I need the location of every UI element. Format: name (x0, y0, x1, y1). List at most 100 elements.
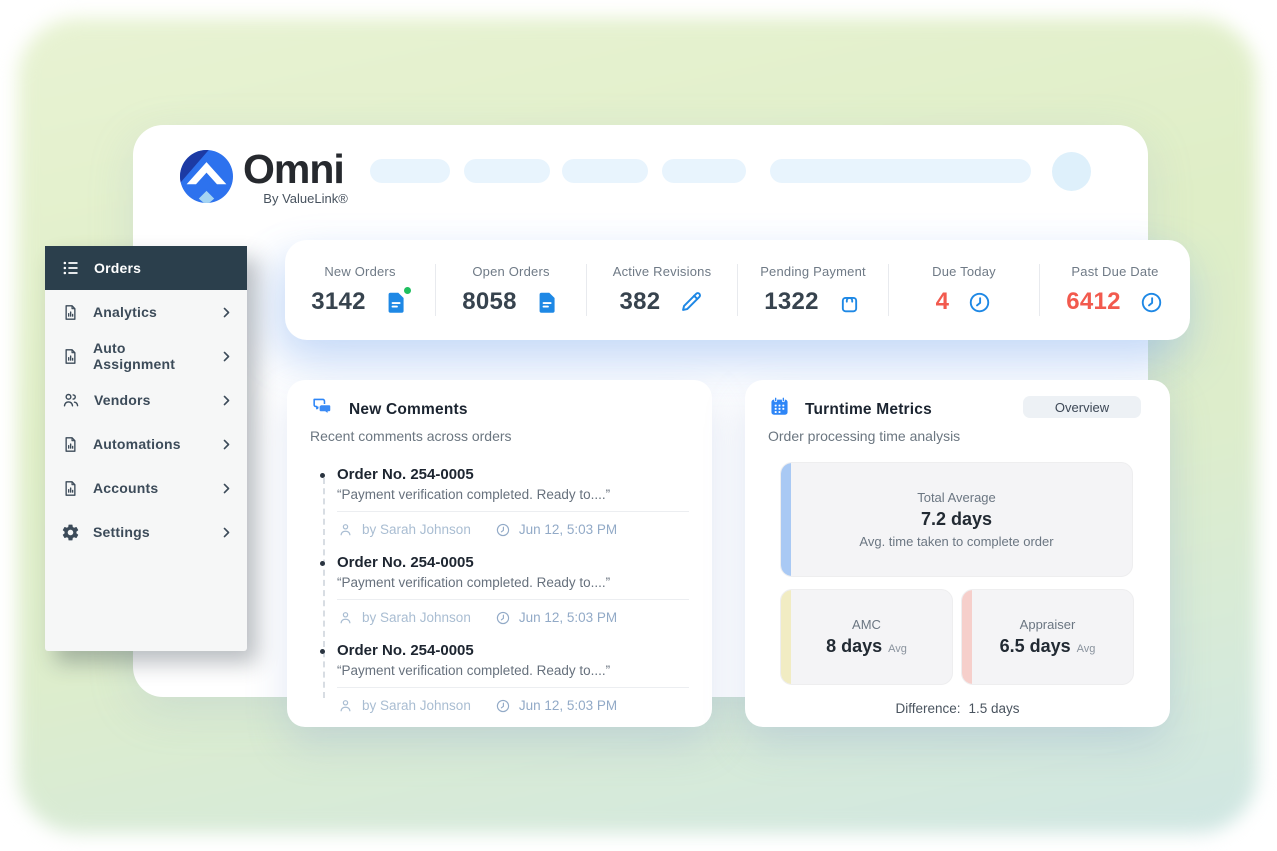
difference-label: Difference: (895, 701, 961, 716)
stat-label: Past Due Date (1071, 264, 1159, 279)
clock-icon (496, 611, 509, 624)
stat-due-today[interactable]: Due Today 4 (888, 264, 1039, 316)
stat-active-revisions[interactable]: Active Revisions 382 (586, 264, 737, 316)
comment-item[interactable]: Order No. 254-0005 “Payment verification… (310, 548, 689, 636)
comment-item[interactable]: Order No. 254-0005 “Payment verification… (310, 636, 689, 724)
stat-value: 6412 (1066, 288, 1121, 315)
stat-open-orders[interactable]: Open Orders 8058 (435, 264, 586, 316)
new-comments-card: New Comments Recent comments across orde… (287, 380, 712, 727)
stat-pending-payment[interactable]: Pending Payment 1322 (737, 264, 888, 316)
document-icon (539, 292, 555, 313)
comment-author: by Sarah Johnson (362, 610, 471, 625)
stat-value: 4 (935, 288, 950, 315)
comments-subtitle: Recent comments across orders (310, 428, 512, 444)
person-icon (340, 524, 351, 536)
nav-pill-placeholder-1[interactable] (370, 159, 450, 183)
stat-label: Due Today (932, 264, 996, 279)
timeline-dashed-line (323, 478, 325, 698)
sidebar-item-vendors[interactable]: Vendors (45, 378, 247, 422)
stat-value: 8058 (462, 288, 517, 315)
sidebar-item-label: Orders (94, 260, 142, 276)
comment-order-number: Order No. 254-0005 (337, 554, 474, 571)
metric-value: 7.2 days (920, 509, 993, 529)
metric-unit: Avg (888, 643, 907, 655)
sidebar-item-analytics[interactable]: Analytics (45, 290, 247, 334)
sidebar-item-label: Settings (93, 524, 150, 540)
calendar-icon (771, 396, 788, 415)
doc-chart-icon (65, 348, 76, 364)
sidebar: Orders Analytics Auto Assignment Vendor (45, 246, 247, 651)
stat-label: New Orders (324, 264, 396, 279)
metric-caption: Avg. time taken to complete order (859, 534, 1054, 549)
chevron-right-icon (223, 307, 230, 317)
sidebar-item-orders[interactable]: Orders (45, 246, 247, 290)
comment-divider (337, 599, 689, 600)
chevron-right-icon (223, 395, 230, 405)
sidebar-item-label: Vendors (94, 392, 151, 408)
nav-pill-placeholder-wide[interactable] (770, 159, 1031, 183)
clock-icon (1141, 292, 1161, 312)
stat-label: Pending Payment (760, 264, 866, 279)
person-icon (340, 700, 351, 712)
chevron-right-icon (223, 483, 230, 493)
comment-order-number: Order No. 254-0005 (337, 642, 474, 659)
comment-quote: “Payment verification completed. Ready t… (337, 487, 611, 502)
comment-divider (337, 687, 689, 688)
stat-past-due-date[interactable]: Past Due Date 6412 (1039, 264, 1190, 316)
red-accent-bar (962, 590, 972, 684)
new-orders-badge-dot (402, 285, 412, 295)
nav-pill-placeholder-2[interactable] (464, 159, 550, 183)
comment-list: Order No. 254-0005 “Payment verification… (310, 460, 689, 724)
clock-icon (970, 292, 990, 312)
turntime-subtitle: Order processing time analysis (768, 428, 961, 444)
appraiser-box: Appraiser 6.5 days Avg (961, 589, 1134, 685)
clock-icon (496, 523, 509, 536)
overview-button-label: Overview (1054, 399, 1110, 415)
difference-value: 1.5 days (968, 701, 1020, 716)
stat-label: Open Orders (472, 264, 550, 279)
overview-button[interactable]: Overview (1023, 396, 1141, 418)
comment-item[interactable]: Order No. 254-0005 “Payment verification… (310, 460, 689, 548)
stat-label: Active Revisions (612, 264, 712, 279)
avatar-placeholder[interactable] (1052, 152, 1091, 191)
sidebar-item-label: Accounts (93, 480, 159, 496)
sidebar-item-label: Auto Assignment (93, 340, 176, 372)
list-icon (63, 261, 78, 275)
comment-order-number: Order No. 254-0005 (337, 466, 474, 483)
bullet-dot (320, 561, 325, 566)
comment-time: Jun 12, 5:03 PM (518, 610, 618, 625)
metric-label: Total Average (917, 490, 996, 505)
brand-name: Omni (243, 146, 345, 192)
doc-chart-icon (65, 436, 76, 452)
comment-quote: “Payment verification completed. Ready t… (337, 663, 611, 678)
nav-pill-placeholder-4[interactable] (662, 159, 746, 183)
bullet-dot (320, 473, 325, 478)
sidebar-item-label: Automations (93, 436, 181, 452)
stat-new-orders[interactable]: New Orders 3142 (285, 264, 435, 316)
sidebar-item-settings[interactable]: Settings (45, 510, 247, 554)
comment-author: by Sarah Johnson (362, 522, 471, 537)
sidebar-item-automations[interactable]: Automations (45, 422, 247, 466)
sidebar-item-accounts[interactable]: Accounts (45, 466, 247, 510)
chat-bubbles-icon (313, 398, 332, 415)
turntime-metrics-card: Turntime Metrics Overview Order processi… (745, 380, 1170, 727)
comment-time: Jun 12, 5:03 PM (518, 522, 618, 537)
metric-unit: Avg (1076, 643, 1096, 655)
chevron-right-icon (223, 439, 230, 449)
brand-byline: By ValueLink® (263, 191, 348, 207)
sidebar-item-auto-assignment[interactable]: Auto Assignment (45, 334, 247, 378)
metric-value: 8 days (826, 636, 883, 656)
total-average-box: Total Average 7.2 days Avg. time taken t… (780, 462, 1133, 577)
chevron-right-icon (223, 351, 230, 361)
brand-logo-link[interactable]: Omni By ValueLink® (180, 146, 348, 206)
blue-accent-bar (781, 463, 791, 576)
omni-logo-icon (180, 150, 233, 203)
amc-box: AMC 8 days Avg (780, 589, 953, 685)
person-icon (340, 612, 351, 624)
comment-time: Jun 12, 5:03 PM (518, 698, 618, 713)
comment-quote: “Payment verification completed. Ready t… (337, 575, 611, 590)
nav-pill-placeholder-3[interactable] (562, 159, 648, 183)
doc-chart-icon (65, 480, 76, 496)
difference-row: Difference: 1.5 days (745, 701, 1170, 716)
